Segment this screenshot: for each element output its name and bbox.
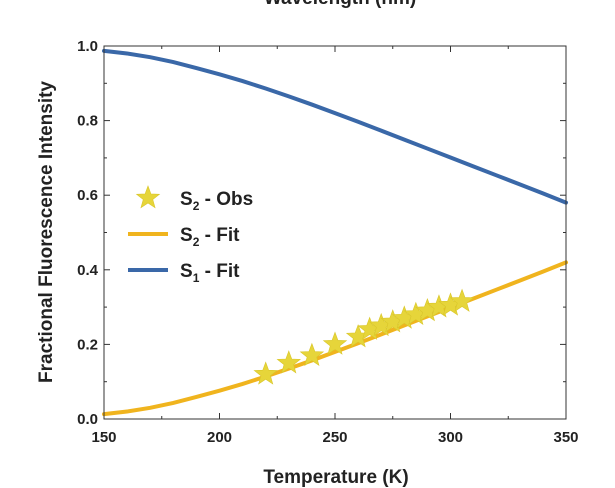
- y-tick-label: 0.6: [77, 187, 98, 204]
- y-tick-label: 0.0: [77, 411, 98, 428]
- legend-label: S2 - Fit: [180, 225, 240, 249]
- x-tick-label: 300: [438, 429, 463, 446]
- data-point-star: [322, 331, 348, 355]
- series-line-1: [102, 260, 568, 417]
- y-tick-label: 1.0: [77, 38, 98, 55]
- legend-label: S2 - Obs: [180, 189, 253, 213]
- y-tick-label: 0.8: [77, 113, 98, 130]
- legend-label: S1 - Fit: [180, 261, 240, 285]
- data-point-star: [299, 342, 325, 367]
- legend: S2 - Obs S2 - Fit S1 - Fit: [128, 185, 253, 285]
- x-tick-label: 250: [322, 429, 347, 446]
- x-tick-label: 350: [553, 429, 578, 446]
- legend-star-icon: [135, 185, 161, 209]
- series-line-2: [102, 48, 568, 205]
- x-tick-label: 200: [207, 429, 232, 446]
- data-point-star: [276, 350, 302, 374]
- y-tick-label: 0.2: [77, 336, 98, 353]
- data-point-star: [449, 288, 475, 312]
- y-axis-title: Fractional Fluorescence Intensity: [36, 81, 57, 383]
- x-tick-label: 150: [91, 429, 116, 446]
- plot-area: [102, 48, 568, 417]
- chart-title: Wavelength (nm): [264, 0, 416, 9]
- plot-frame: [103, 45, 567, 420]
- data-point-star: [253, 361, 278, 385]
- y-tick-label: 0.4: [77, 262, 99, 279]
- x-axis-title: Temperature (K): [263, 467, 408, 488]
- axes: 150 200 250 300 350 0.0 0.2 0.4 0.6 0.8 1.0: [77, 38, 578, 446]
